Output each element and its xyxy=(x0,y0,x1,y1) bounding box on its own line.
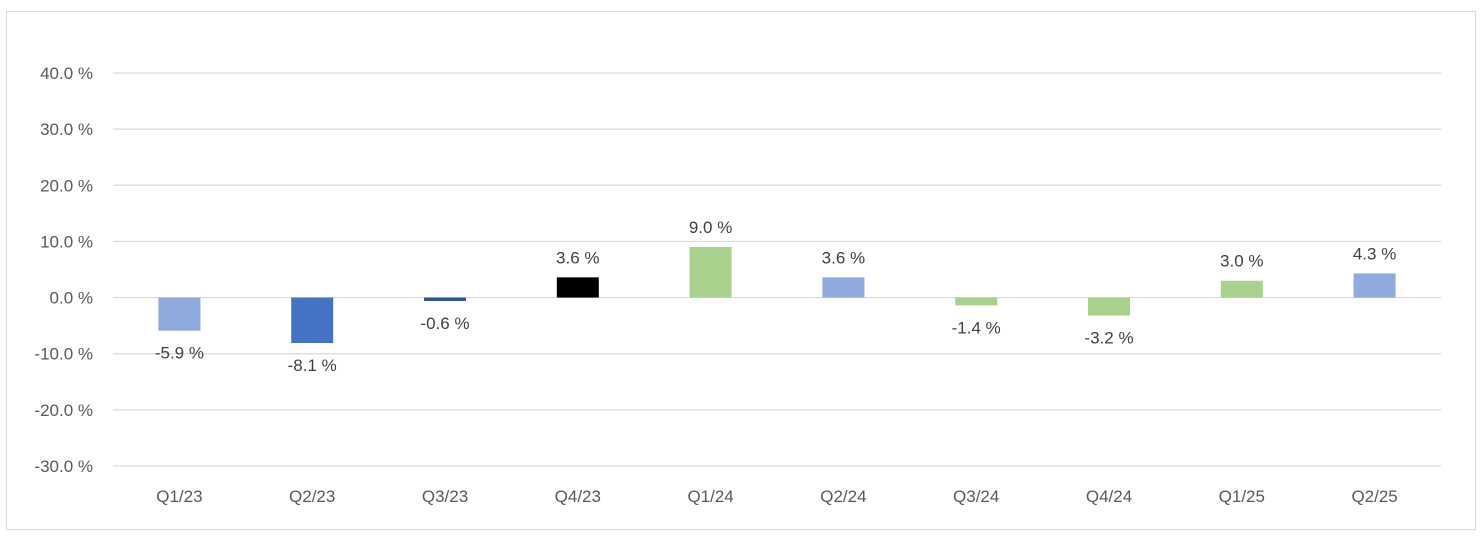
y-tick-label: -30.0 % xyxy=(34,457,93,476)
y-tick-label: 40.0 % xyxy=(40,64,93,83)
y-tick-label: -20.0 % xyxy=(34,401,93,420)
bar xyxy=(1088,297,1130,316)
bar xyxy=(689,247,732,298)
x-tick-label: Q3/23 xyxy=(422,487,468,506)
x-tick-label: Q2/24 xyxy=(820,487,866,506)
y-tick-label: -10.0 % xyxy=(34,345,93,364)
data-label: 4.3 % xyxy=(1353,244,1396,263)
x-tick-label: Q1/25 xyxy=(1219,487,1265,506)
data-labels: -5.9 % -8.1 % -0.6 % 3.6 % 9.0 % 3.6 % -1.4 % -… xyxy=(155,218,1397,375)
bar xyxy=(1353,273,1396,298)
x-axis-tick-labels: Q1/23 Q2/23 Q3/23 Q4/23 Q1/24 Q2/24 Q3/24 Q4/24… xyxy=(156,487,1398,506)
bar xyxy=(158,297,201,331)
data-label: 9.0 % xyxy=(689,218,732,237)
y-tick-label: 10.0 % xyxy=(40,232,93,251)
chart-frame xyxy=(6,11,1476,530)
bar xyxy=(291,297,334,344)
data-label: -0.6 % xyxy=(420,314,469,333)
x-tick-label: Q4/23 xyxy=(555,487,601,506)
bar xyxy=(955,297,998,306)
x-tick-label: Q1/24 xyxy=(687,487,733,506)
data-label: 3.6 % xyxy=(556,248,599,267)
x-tick-label: Q4/24 xyxy=(1086,487,1132,506)
bar xyxy=(556,277,599,298)
data-label: -8.1 % xyxy=(288,356,337,375)
bar xyxy=(424,297,466,301)
bar xyxy=(822,277,865,298)
x-tick-label: Q2/25 xyxy=(1351,487,1397,506)
y-axis-tick-labels: 40.0 % 30.0 % 20.0 % 10.0 % 0.0 % -10.0 % -20.… xyxy=(34,64,93,476)
data-label: -1.4 % xyxy=(952,318,1001,337)
bar xyxy=(1220,280,1263,298)
data-label: 3.6 % xyxy=(822,248,865,267)
y-tick-label: 20.0 % xyxy=(40,176,93,195)
x-tick-label: Q1/23 xyxy=(156,487,202,506)
y-tick-label: 30.0 % xyxy=(40,120,93,139)
data-label: -3.2 % xyxy=(1084,329,1133,348)
data-label: 3.0 % xyxy=(1220,252,1263,271)
data-label: -5.9 % xyxy=(155,344,204,363)
gridlines xyxy=(113,72,1441,467)
bars xyxy=(158,247,1396,344)
y-tick-label: 0.0 % xyxy=(50,289,93,308)
x-tick-label: Q2/23 xyxy=(289,487,335,506)
x-tick-label: Q3/24 xyxy=(953,487,999,506)
